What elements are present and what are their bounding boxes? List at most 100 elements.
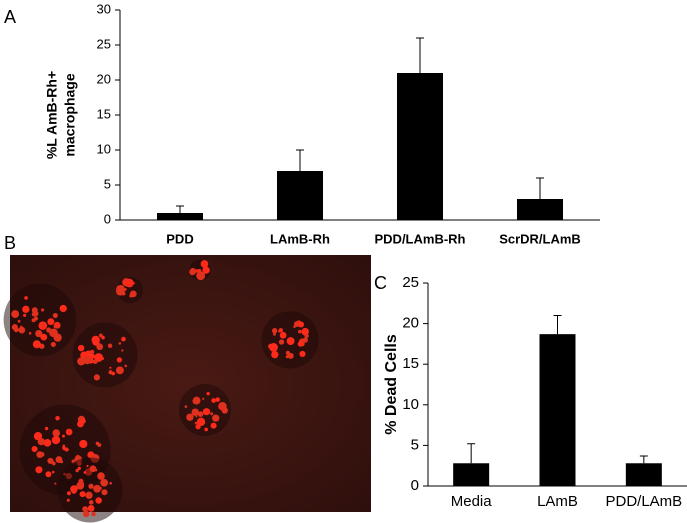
vesicle — [59, 304, 67, 313]
vesicle — [24, 296, 28, 300]
y-tick-label: 25 — [97, 36, 111, 51]
bar — [517, 199, 563, 220]
error-bar — [536, 177, 544, 199]
y-tick-label: 5 — [104, 176, 111, 191]
vesicle — [46, 327, 52, 333]
vesicle — [202, 408, 211, 416]
y-tick-label: 20 — [402, 315, 419, 332]
vesicle — [119, 288, 125, 294]
vesicle — [84, 511, 90, 517]
vesicle — [293, 321, 300, 328]
vesicle — [301, 327, 309, 336]
y-tick-label: 15 — [97, 106, 111, 121]
vesicle — [121, 349, 124, 352]
vesicle — [210, 422, 217, 429]
vesicle — [95, 497, 102, 504]
vesicle — [83, 471, 87, 474]
vesicle — [62, 434, 65, 438]
vesicle — [298, 321, 305, 328]
y-tick-label: 30 — [97, 1, 111, 16]
bar — [625, 463, 662, 486]
panel-label: B — [4, 233, 16, 253]
vesicle — [91, 511, 96, 517]
vesicle — [82, 482, 85, 485]
vesicle — [32, 340, 41, 349]
vesicle — [278, 328, 283, 333]
vesicle — [195, 415, 198, 418]
vesicle — [47, 318, 55, 326]
vesicle — [184, 405, 188, 408]
vesicle — [101, 335, 105, 340]
vesicle — [115, 366, 124, 375]
vesicle — [93, 484, 101, 493]
vesicle — [279, 331, 287, 339]
vesicle — [211, 398, 217, 403]
y-axis-label: % Dead Cells — [383, 334, 400, 435]
vesicle — [125, 278, 134, 288]
vesicle — [90, 353, 95, 359]
micrograph — [3, 255, 371, 523]
vesicle — [93, 374, 100, 381]
vesicle — [286, 337, 295, 345]
vesicle — [53, 324, 58, 329]
vesicle — [89, 349, 95, 355]
vesicle — [191, 408, 199, 416]
y-tick-label: 5 — [411, 436, 419, 453]
vesicle — [77, 466, 81, 471]
error-bar — [416, 37, 424, 73]
vesicle — [45, 471, 52, 478]
vesicle — [65, 428, 73, 436]
vesicle — [197, 411, 204, 417]
vesicle — [92, 359, 98, 365]
vesicle — [89, 465, 97, 473]
vesicle — [82, 506, 89, 512]
vesicle — [271, 328, 278, 334]
vesicle — [278, 339, 285, 345]
vesicle — [52, 429, 61, 437]
vesicle — [66, 448, 69, 452]
error-bar — [553, 314, 562, 335]
panel-label: C — [374, 273, 387, 293]
vesicle — [47, 457, 54, 464]
vesicle — [287, 352, 294, 359]
bar — [539, 334, 576, 486]
vesicle — [43, 439, 52, 447]
x-tick-label: PDD/LAmB-Rh — [375, 231, 466, 246]
vesicle — [124, 364, 128, 368]
vesicle — [78, 478, 84, 484]
vesicle — [62, 446, 66, 451]
vesicle — [35, 466, 43, 474]
vesicle — [36, 346, 39, 349]
error-bar — [467, 443, 476, 464]
vesicle — [11, 324, 18, 331]
vesicle — [221, 407, 228, 414]
y-tick-label: 10 — [402, 396, 419, 413]
x-tick-label: PDD — [166, 231, 193, 246]
y-tick-label: 0 — [411, 477, 419, 494]
vesicle — [79, 491, 86, 498]
vesicle — [107, 343, 113, 348]
vesicle — [129, 290, 137, 298]
bar — [277, 171, 323, 220]
vesicle — [189, 268, 196, 276]
vesicle — [31, 307, 38, 314]
vesicle — [269, 343, 278, 352]
vesicle — [82, 355, 92, 365]
vesicle — [273, 332, 276, 336]
y-tick-label: 0 — [104, 211, 111, 226]
y-tick-label: 15 — [402, 355, 419, 372]
vesicle — [212, 414, 220, 422]
vesicle — [85, 491, 93, 499]
vesicle — [36, 451, 44, 458]
y-axis-label: %L AmB-Rh+ — [44, 71, 60, 159]
vesicle — [22, 309, 26, 312]
vesicle — [52, 313, 58, 319]
vesicle — [18, 326, 26, 334]
vesicle — [54, 482, 57, 485]
vesicle — [41, 323, 44, 327]
vesicle — [109, 366, 112, 369]
vesicle — [60, 460, 64, 464]
vesicle — [297, 329, 302, 334]
vesicle — [204, 427, 209, 432]
vesicle — [210, 412, 214, 416]
